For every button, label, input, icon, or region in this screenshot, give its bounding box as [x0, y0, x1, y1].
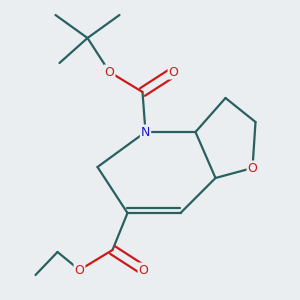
Text: O: O — [75, 263, 84, 277]
Text: O: O — [169, 65, 178, 79]
Text: O: O — [248, 161, 257, 175]
Text: O: O — [105, 65, 114, 79]
Text: O: O — [139, 263, 148, 277]
Text: N: N — [141, 125, 150, 139]
